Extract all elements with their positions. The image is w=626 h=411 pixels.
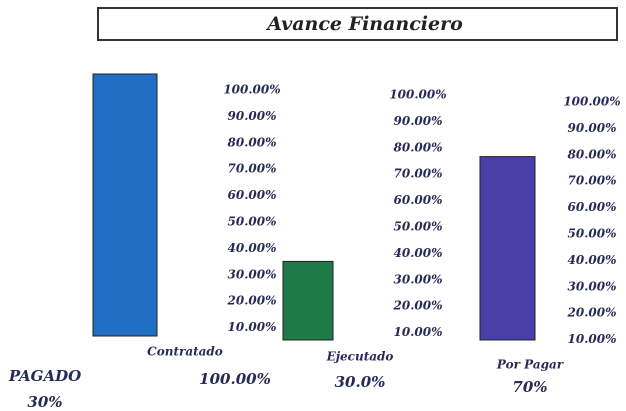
y-tick-label: 80.00%: [568, 147, 617, 161]
y-tick-label: 20.00%: [567, 306, 617, 320]
y-tick-label: 30.00%: [394, 272, 443, 286]
y-tick-label: 100.00%: [563, 95, 620, 109]
y-tick-label: 70.00%: [228, 162, 277, 176]
y-tick-label: 10.00%: [228, 320, 277, 334]
category-label: Contratado: [147, 345, 223, 359]
y-tick-label: 80.00%: [394, 140, 443, 154]
y-tick-label: 50.00%: [228, 215, 277, 229]
y-tick-label: 70.00%: [568, 174, 617, 188]
bar: [92, 73, 158, 337]
category-label: Ejecutado: [326, 350, 394, 364]
chart-title: Avance Financiero: [265, 13, 463, 35]
y-tick-label: 60.00%: [568, 200, 617, 214]
y-tick-label: 60.00%: [228, 188, 277, 202]
y-tick-label: 10.00%: [394, 325, 443, 339]
annotation: PAGADO: [8, 367, 81, 385]
y-tick-label: 40.00%: [394, 246, 443, 260]
y-tick-label: 10.00%: [568, 332, 617, 346]
y-tick-label: 100.00%: [389, 88, 446, 102]
title-box: [97, 7, 618, 41]
y-tick-label: 50.00%: [394, 220, 443, 234]
y-tick-label: 50.00%: [568, 227, 617, 241]
y-tick-label: 20.00%: [393, 299, 443, 313]
category-label: Por Pagar: [496, 358, 565, 372]
y-tick-label: 40.00%: [568, 253, 617, 267]
value-label: 30.0%: [335, 373, 386, 391]
y-tick-label: 20.00%: [227, 294, 277, 308]
bar: [282, 260, 334, 341]
y-tick-label: 80.00%: [228, 135, 277, 149]
y-tick-label: 90.00%: [228, 109, 277, 123]
bar: [479, 156, 536, 341]
y-tick-label: 90.00%: [568, 121, 617, 135]
y-tick-label: 40.00%: [228, 241, 277, 255]
y-tick-label: 30.00%: [568, 279, 617, 293]
value-label: 100.00%: [199, 370, 271, 388]
y-tick-label: 60.00%: [394, 193, 443, 207]
y-tick-label: 70.00%: [394, 167, 443, 181]
y-tick-label: 90.00%: [394, 114, 443, 128]
y-tick-label: 30.00%: [228, 267, 277, 281]
annotation: 30%: [27, 393, 62, 411]
y-tick-label: 100.00%: [223, 83, 280, 97]
value-label: 70%: [512, 378, 547, 396]
